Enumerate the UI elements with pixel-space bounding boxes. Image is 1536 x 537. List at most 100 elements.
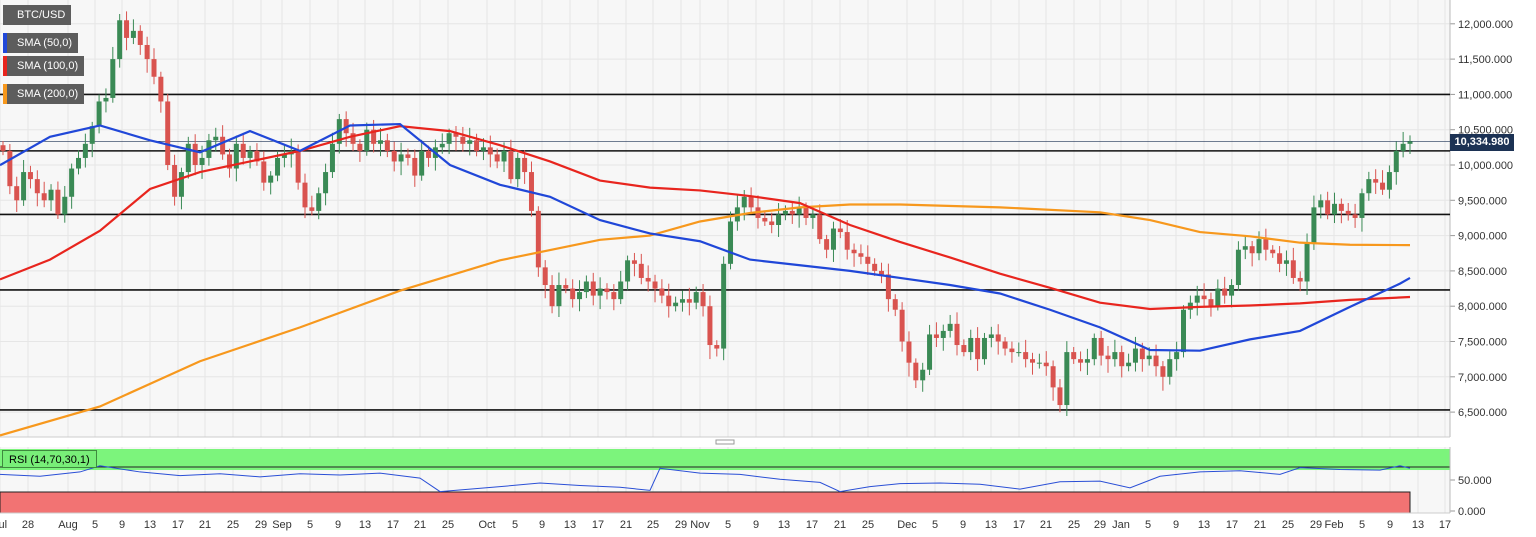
rsi-legend[interactable]: RSI (14,70,30,1) [2,450,97,468]
candle [858,244,864,265]
candle [1167,351,1173,385]
candle [21,159,27,206]
candle [933,322,939,348]
candle-body [673,302,679,307]
candle-body [1338,203,1344,211]
sma50-legend[interactable]: SMA (50,0) [3,33,79,53]
x-tick-label: 29 [1094,519,1106,531]
candle [1332,192,1338,224]
candle [652,274,658,303]
candle [1270,245,1276,258]
candle [522,150,528,184]
candle-body [82,143,88,158]
candle [782,205,788,221]
candle [590,272,596,306]
x-tick-label: 17 [172,519,184,531]
candle-body [1167,359,1173,377]
candle-body [371,129,377,144]
candle [1112,339,1118,367]
candle [1036,353,1042,369]
sma200-line [0,203,1411,437]
candle-body [604,288,610,293]
candle-body [1215,288,1221,307]
candle [1290,247,1296,284]
symbol-text: BTC/USD [17,9,66,21]
candle-body [995,334,1001,342]
candle-body [1105,355,1111,360]
candle [563,278,569,294]
x-tick-label: 25 [1068,519,1080,531]
x-tick-label: 29 [1310,519,1322,531]
candle [309,195,315,216]
candle-body [830,228,836,250]
price-tick-label: 9,000.000 [1458,231,1507,243]
candle-body [570,288,576,300]
candle [872,258,878,276]
price-tick-label: 8,500.000 [1458,266,1507,278]
candle-body [1043,362,1049,367]
candle [1174,341,1180,371]
candle-body [487,147,493,155]
candle-body [124,20,130,38]
candle-body [494,154,500,162]
candle [810,206,816,229]
candle [597,277,603,310]
x-tick-label: 28 [22,519,34,531]
candle-body [1270,249,1276,254]
candle-body [583,281,589,293]
x-tick-label: 29 [255,519,267,531]
candle-body [1071,352,1077,360]
candle [686,287,692,316]
candle [995,324,1001,355]
current-price-text: 10,334.980 [1454,136,1510,148]
candle [1181,305,1187,358]
candle-body [89,126,95,144]
sma100-line [0,125,1411,311]
candle [1098,330,1104,366]
candle [1325,191,1331,220]
candle [117,13,123,68]
candle-body [1139,348,1145,360]
candle [645,265,651,292]
candle-body [1098,337,1104,356]
candle [885,263,891,312]
candle-body [714,345,720,349]
candle-body [577,292,583,300]
x-tick-label: Oct [478,519,495,531]
candle [1338,198,1344,224]
candle [1242,235,1248,260]
candle-body [329,143,335,173]
sma50-text: SMA (50,0) [17,37,73,49]
x-tick-label: 9 [335,519,341,531]
candle [110,46,116,103]
sma100-text: SMA (100,0) [17,60,79,72]
candle-body [247,150,253,158]
candle-body [631,260,637,264]
candle [27,165,33,189]
candle-body [412,157,418,176]
sma200-legend[interactable]: SMA (200,0) [3,84,85,104]
x-tick-label: 21 [620,519,632,531]
candle [583,275,589,299]
candle [1119,345,1125,378]
price-tick-label: 9,500.000 [1458,195,1507,207]
candle [82,133,88,168]
candle [1057,379,1063,413]
candle [130,19,136,45]
candle [467,127,473,156]
candle [439,133,445,154]
x-tick-label: 17 [592,519,604,531]
x-tick-label: Dec [897,519,917,531]
x-tick-label: 25 [227,519,239,531]
candle-body [817,214,823,240]
x-tick-label: 13 [1198,519,1210,531]
candle-body [1036,362,1042,364]
candle [364,122,370,156]
candle [927,324,933,376]
candle-body [508,150,514,180]
sma100-legend[interactable]: SMA (100,0) [3,56,85,76]
candle-body [467,140,473,144]
candle-body [700,292,706,307]
candle-body [1064,352,1070,406]
